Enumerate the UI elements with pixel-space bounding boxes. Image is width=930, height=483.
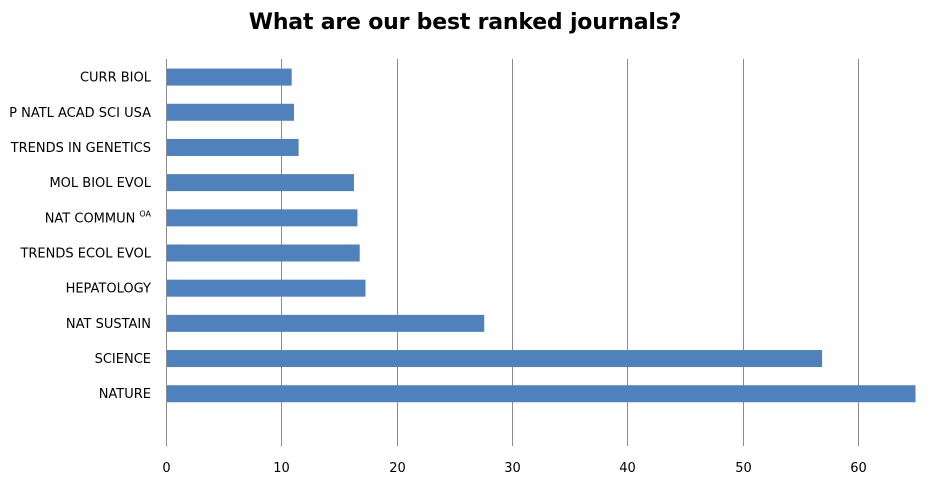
- category-label-text: NAT SUSTAIN: [66, 317, 151, 332]
- gridlines: [281, 59, 859, 446]
- category-label: NATURE: [99, 387, 151, 402]
- x-tick-label: 20: [389, 461, 406, 476]
- bar: [166, 385, 916, 403]
- x-tick-label: 50: [735, 461, 752, 476]
- tick-labels: 0 10 20 30 40 50 60: [162, 461, 866, 476]
- category-label: HEPATOLOGY: [66, 282, 151, 297]
- x-tick-label: 40: [619, 461, 636, 476]
- category-label: NAT COMMUN OA: [45, 209, 152, 226]
- bar: [166, 314, 485, 332]
- bars: [166, 68, 916, 403]
- category-label: TRENDS IN GENETICS: [10, 141, 151, 156]
- category-label-text: HEPATOLOGY: [66, 282, 151, 297]
- category-label-text: TRENDS IN GENETICS: [10, 141, 151, 156]
- bar: [166, 279, 366, 297]
- category-label: MOL BIOL EVOL: [49, 176, 151, 191]
- bar: [166, 138, 299, 156]
- category-label: NAT SUSTAIN: [66, 317, 151, 332]
- category-label: P NATL ACAD SCI USA: [9, 106, 151, 121]
- open-access-superscript: OA: [139, 209, 151, 218]
- category-label-text: TRENDS ECOL EVOL: [19, 247, 151, 262]
- category-label-text: NATURE: [99, 387, 151, 402]
- bar: [166, 209, 358, 227]
- x-tick-label: 0: [162, 461, 170, 476]
- bar: [166, 244, 360, 262]
- category-label: TRENDS ECOL EVOL: [19, 247, 151, 262]
- bar: [166, 103, 294, 121]
- category-label: CURR BIOL: [80, 71, 152, 86]
- category-label-text: P NATL ACAD SCI USA: [9, 106, 151, 121]
- bar: [166, 350, 823, 368]
- category-label-text: MOL BIOL EVOL: [49, 176, 151, 191]
- bar: [166, 68, 292, 86]
- chart-title: What are our best ranked journals?: [248, 10, 682, 35]
- category-label-text: CURR BIOL: [80, 71, 152, 86]
- x-tick-label: 10: [273, 461, 290, 476]
- category-label-text: NAT COMMUN: [45, 211, 136, 226]
- x-tick-label: 30: [504, 461, 521, 476]
- category-label-text: SCIENCE: [95, 352, 151, 367]
- bar: [166, 174, 354, 192]
- category-labels: CURR BIOL P NATL ACAD SCI USA TRENDS IN GE…: [9, 71, 152, 403]
- x-tick-label: 60: [850, 461, 867, 476]
- category-label: SCIENCE: [95, 352, 151, 367]
